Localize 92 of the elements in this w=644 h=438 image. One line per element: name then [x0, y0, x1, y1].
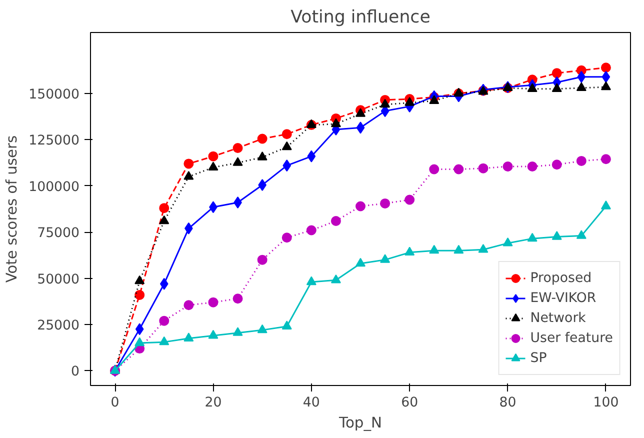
point: [257, 152, 268, 160]
point: [184, 300, 194, 310]
point: [454, 164, 464, 174]
point: [552, 160, 562, 170]
point: [380, 254, 390, 263]
legend-label: Proposed: [530, 270, 592, 286]
point: [576, 230, 586, 239]
point: [232, 294, 243, 304]
point: [184, 170, 194, 180]
point: [576, 82, 586, 92]
point: [356, 108, 366, 117]
point: [160, 278, 168, 290]
point: [600, 81, 611, 90]
point: [552, 83, 562, 92]
point: [478, 244, 488, 253]
point: [159, 336, 170, 346]
point: [307, 150, 316, 162]
point: [232, 157, 243, 166]
y-tick-label: 75000: [37, 226, 80, 242]
point: [429, 95, 440, 104]
y-tick-label: 125000: [28, 134, 80, 149]
point: [306, 225, 316, 236]
y-tick-label: 100000: [28, 180, 80, 195]
x-axis-title: Top_N: [338, 414, 382, 432]
point: [404, 194, 415, 205]
legend-label: SP: [530, 350, 548, 366]
point: [208, 297, 218, 308]
point: [356, 258, 366, 267]
point: [552, 231, 562, 240]
point: [429, 164, 440, 174]
legend-label: EW-VIKOR: [530, 290, 596, 306]
point: [208, 162, 218, 171]
point: [257, 134, 268, 144]
point: [404, 246, 415, 256]
x-tick-label: 80: [499, 396, 516, 410]
point: [527, 162, 538, 172]
point: [527, 83, 538, 92]
point: [257, 254, 268, 265]
x-tick-label: 100: [593, 396, 619, 410]
point: [600, 200, 611, 210]
point: [159, 203, 170, 214]
point: [282, 129, 292, 140]
point: [602, 70, 610, 83]
x-tick-label: 40: [302, 396, 320, 410]
point: [135, 323, 144, 336]
point: [380, 198, 390, 208]
point: [404, 97, 415, 106]
y-tick-label: 50000: [37, 272, 80, 288]
point: [330, 274, 341, 284]
point: [600, 62, 611, 73]
point: [306, 276, 316, 286]
y-tick-label: 25000: [37, 318, 80, 334]
point: [356, 201, 366, 212]
point: [282, 320, 292, 330]
point: [257, 324, 268, 334]
y-tick-label: 150000: [28, 87, 80, 102]
legend-label: Network: [530, 310, 586, 326]
point: [159, 316, 170, 326]
point: [208, 151, 218, 162]
point: [134, 290, 145, 300]
point: [380, 98, 390, 108]
x-tick-label: 0: [110, 396, 120, 410]
point: [232, 143, 243, 153]
x-tick-label: 60: [401, 396, 418, 410]
point: [527, 232, 538, 242]
point: [282, 141, 292, 150]
point: [356, 122, 365, 134]
point: [208, 330, 218, 339]
point: [134, 337, 145, 346]
point: [134, 275, 145, 284]
y-tick-label: 0: [71, 364, 80, 380]
point: [232, 327, 243, 336]
point: [184, 332, 194, 342]
legend-label: User feature: [530, 330, 613, 346]
point: [600, 154, 611, 164]
point: [552, 68, 562, 78]
point: [330, 118, 341, 128]
point: [184, 158, 194, 169]
point: [576, 156, 586, 166]
x-tick-label: 20: [204, 396, 222, 410]
point: [478, 163, 488, 174]
point: [429, 244, 440, 254]
point: [282, 160, 292, 172]
chart-title: Voting influence: [290, 8, 430, 28]
point: [502, 162, 513, 172]
y-axis-title: Vote scores of users: [4, 135, 21, 283]
point: [282, 232, 292, 243]
point: [330, 216, 341, 226]
point: [577, 70, 586, 83]
point: [454, 244, 464, 254]
point: [159, 215, 170, 224]
point: [502, 237, 513, 246]
